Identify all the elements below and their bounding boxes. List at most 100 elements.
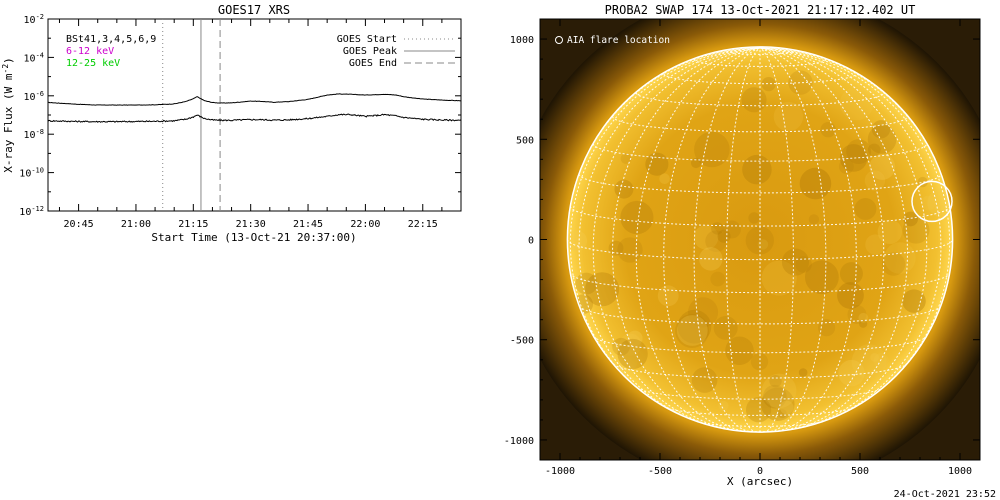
goes-chart-title: GOES17 XRS xyxy=(218,3,290,17)
dark-region xyxy=(777,409,787,419)
goes-y-tick-exp: -8 xyxy=(36,128,44,136)
legend-left-item-0: BSt41,3,4,5,6,9 xyxy=(66,34,156,45)
dark-region xyxy=(725,336,754,366)
longitude-line xyxy=(592,47,761,430)
goes-event-markers xyxy=(162,19,221,211)
goes-y-tick-base: 10 xyxy=(24,15,36,26)
bright-region xyxy=(693,225,719,250)
goes-y-axis-label: X-ray Flux (W m-2) xyxy=(1,57,16,173)
goes-y-axis-label-end: ) xyxy=(2,57,15,64)
swap-image-panel: PROBA2 SWAP 174 13-Oct-2021 21:17:12.402… xyxy=(504,3,981,488)
dark-region xyxy=(687,297,719,328)
dark-region xyxy=(902,216,930,244)
swap-x-tick-label: 0 xyxy=(757,466,763,477)
dark-region xyxy=(762,384,787,409)
bright-region xyxy=(627,330,643,347)
legend-right-item-0: GOES Start xyxy=(337,34,397,45)
longitude-line xyxy=(693,47,761,433)
bright-region xyxy=(921,195,936,211)
goes-legend-left: BSt41,3,4,5,6,9 6-12 keV 12-25 keV xyxy=(66,34,156,69)
bright-region xyxy=(699,247,723,271)
dark-region xyxy=(741,87,767,113)
swap-y-tick-label: -500 xyxy=(510,336,534,347)
goes-x-tick-label: 21:45 xyxy=(293,219,323,230)
goes-y-tick-exp: -12 xyxy=(31,205,44,213)
dark-region xyxy=(713,315,738,340)
goes-y-tick-exp: -10 xyxy=(31,167,44,175)
goes-x-tick-label: 22:00 xyxy=(350,219,380,230)
dark-region xyxy=(575,272,598,295)
footer-timestamp: 24-Oct-2021 23:52 xyxy=(894,489,996,500)
latitude-line xyxy=(593,335,927,354)
swap-x-tick-label: -500 xyxy=(648,466,672,477)
flare-annotation: AIA flare location xyxy=(567,35,670,46)
swap-y-tick-label: -1000 xyxy=(504,436,534,447)
swap-y-tick-label: 0 xyxy=(528,236,534,247)
latitude-line xyxy=(592,143,928,162)
goes-x-tick-label: 20:45 xyxy=(64,219,94,230)
legend-right-item-1: GOES Peak xyxy=(343,46,397,57)
bright-region xyxy=(864,170,886,191)
goes-y-axis-label-main: X-ray Flux (W m xyxy=(2,73,15,173)
swap-x-axis-label: X (arcsec) xyxy=(727,475,793,488)
goes-y-tick-base: 10 xyxy=(24,92,36,103)
swap-image-area: AIA flare location xyxy=(540,19,980,460)
dark-region xyxy=(871,120,891,139)
dark-region xyxy=(761,76,776,92)
bright-region xyxy=(657,285,679,307)
longitude-line xyxy=(611,47,761,432)
goes-y-axis-label-sup: -2 xyxy=(1,64,10,74)
dark-region xyxy=(620,153,632,164)
goes-x-tick-label: 22:15 xyxy=(408,219,438,230)
dark-region xyxy=(903,211,918,227)
legend-left-item-2: 12-25 keV xyxy=(66,58,120,69)
swap-x-tick-label: 500 xyxy=(851,466,869,477)
swap-y-axis: 1000 500 0 -500 -1000 xyxy=(504,35,980,447)
bright-region xyxy=(877,219,903,245)
goes-y-tick-base: 10 xyxy=(24,53,36,64)
swap-x-axis: -1000 -500 0 500 1000 xyxy=(545,19,972,477)
dark-region xyxy=(867,125,897,154)
dark-region xyxy=(750,352,769,371)
longitude-line xyxy=(759,47,928,430)
bright-region xyxy=(779,400,794,415)
goes-y-tick-base: 10 xyxy=(19,169,31,180)
swap-x-tick-label: 1000 xyxy=(948,466,972,477)
goes-y-tick-label: 10-6 xyxy=(24,90,44,103)
dark-region xyxy=(645,152,669,176)
dark-region xyxy=(617,338,648,370)
dark-region xyxy=(742,154,772,185)
goes-x-tick-label: 21:00 xyxy=(121,219,151,230)
dark-region xyxy=(705,230,727,252)
latitude-line xyxy=(664,406,856,416)
swap-y-tick-label: 500 xyxy=(516,135,534,146)
goes-x-tick-label: 21:30 xyxy=(236,219,266,230)
goes-y-tick-exp: -2 xyxy=(36,13,44,21)
dark-region xyxy=(711,222,724,235)
bright-region xyxy=(884,242,916,274)
swap-y-tick-label: 1000 xyxy=(510,35,534,46)
goes-series xyxy=(47,93,462,123)
dark-region xyxy=(846,139,872,165)
dark-region xyxy=(837,282,864,309)
dark-region xyxy=(902,289,926,313)
longitude-line xyxy=(726,47,761,433)
dark-region xyxy=(788,70,813,95)
longitude-line xyxy=(759,47,909,432)
latitude-line xyxy=(578,305,942,325)
latitude-line xyxy=(635,92,885,107)
goes-legend-right: GOES Start GOES Peak GOES End xyxy=(337,34,455,69)
dark-region xyxy=(585,272,620,307)
latitude-line xyxy=(612,363,908,379)
dark-region xyxy=(617,237,643,263)
goes-y-tick-base: 10 xyxy=(19,207,31,218)
dark-region xyxy=(798,368,808,377)
goes-y-tick-label: 10-10 xyxy=(19,167,44,180)
goes-y-tick-label: 10-2 xyxy=(24,13,44,26)
goes-x-tick-label: 21:15 xyxy=(178,219,208,230)
dark-region xyxy=(614,179,634,199)
dark-region xyxy=(781,248,810,276)
dark-region xyxy=(690,157,702,169)
